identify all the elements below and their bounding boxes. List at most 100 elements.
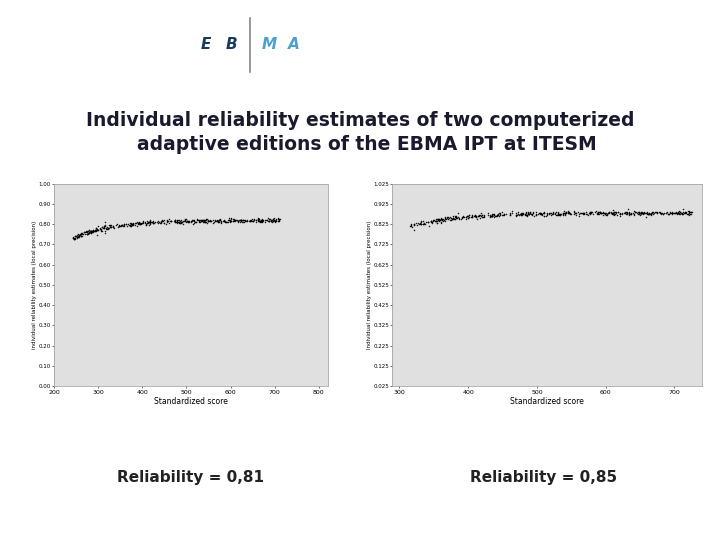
Point — [469, 212, 481, 221]
Point — [195, 216, 207, 225]
Point — [91, 224, 102, 232]
Point — [181, 217, 192, 225]
Point — [198, 216, 210, 225]
Point — [144, 217, 156, 226]
Point — [134, 219, 145, 227]
Point — [211, 217, 222, 225]
Point — [91, 225, 102, 233]
Point — [562, 209, 574, 218]
Point — [127, 220, 138, 229]
Point — [580, 208, 592, 217]
Point — [228, 217, 239, 226]
Point — [611, 211, 623, 219]
Point — [229, 217, 240, 226]
Point — [224, 215, 235, 224]
Point — [652, 208, 663, 217]
Point — [557, 211, 569, 220]
Point — [593, 210, 605, 218]
Point — [597, 210, 608, 219]
Point — [523, 207, 534, 216]
Point — [487, 211, 499, 219]
Point — [492, 211, 503, 219]
Point — [504, 210, 516, 218]
Point — [142, 218, 153, 227]
Point — [672, 208, 684, 217]
Point — [585, 208, 596, 217]
Point — [196, 216, 207, 225]
Point — [490, 212, 501, 221]
Point — [608, 210, 619, 219]
Point — [182, 218, 194, 226]
Point — [68, 233, 80, 242]
Point — [234, 216, 246, 225]
Point — [635, 210, 647, 218]
Point — [447, 213, 459, 222]
Point — [500, 210, 511, 218]
Point — [199, 218, 210, 226]
Point — [209, 215, 220, 224]
Point — [76, 230, 87, 239]
Point — [233, 217, 244, 226]
Point — [256, 215, 268, 224]
Point — [641, 208, 652, 217]
Point — [153, 218, 165, 227]
Point — [678, 209, 690, 218]
Point — [606, 208, 617, 217]
Point — [530, 211, 541, 219]
Point — [114, 222, 125, 231]
Point — [669, 209, 680, 218]
Point — [86, 227, 98, 235]
Point — [157, 217, 168, 226]
Point — [181, 214, 192, 223]
Point — [437, 217, 449, 226]
Point — [451, 213, 462, 221]
Point — [102, 225, 113, 233]
Point — [634, 208, 645, 217]
Point — [478, 213, 490, 221]
Point — [456, 214, 467, 222]
Point — [147, 219, 158, 227]
Point — [91, 226, 102, 234]
Point — [535, 208, 546, 217]
Point — [431, 219, 443, 228]
Point — [642, 210, 654, 218]
Point — [600, 211, 612, 220]
Point — [423, 218, 434, 226]
Point — [252, 215, 264, 224]
Point — [261, 216, 272, 225]
Point — [550, 208, 562, 217]
Point — [77, 229, 89, 238]
Point — [522, 210, 534, 219]
Point — [637, 208, 649, 217]
Point — [670, 209, 681, 218]
Point — [550, 211, 562, 219]
Point — [562, 207, 573, 216]
Point — [685, 210, 697, 218]
Point — [85, 227, 96, 236]
Point — [615, 210, 626, 218]
Point — [95, 227, 107, 235]
Point — [462, 212, 474, 221]
Point — [592, 210, 603, 218]
Point — [423, 221, 434, 230]
Point — [125, 220, 137, 229]
Point — [477, 212, 489, 221]
Point — [520, 211, 531, 219]
Point — [70, 235, 81, 244]
Point — [471, 214, 482, 223]
Point — [431, 217, 442, 225]
Point — [648, 208, 660, 217]
Point — [531, 210, 542, 219]
Point — [564, 208, 576, 217]
Point — [125, 219, 136, 228]
Point — [94, 224, 106, 233]
Point — [102, 224, 114, 232]
Point — [246, 217, 257, 225]
Point — [174, 218, 186, 227]
Point — [450, 213, 462, 221]
Point — [485, 212, 497, 220]
Point — [545, 211, 557, 219]
Point — [637, 210, 649, 218]
Point — [181, 217, 192, 226]
Point — [494, 210, 505, 218]
